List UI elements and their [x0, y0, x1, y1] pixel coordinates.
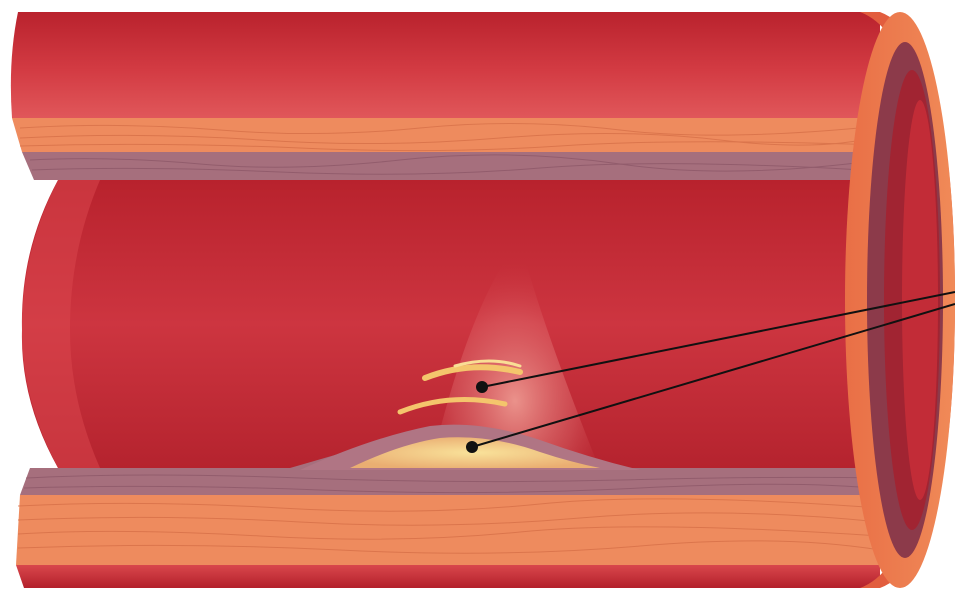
atherosclerotic-plaque — [300, 240, 640, 470]
pointer-dot-lower — [466, 441, 478, 453]
bottom-vessel-wall — [16, 428, 881, 588]
pointer-line-lower — [471, 303, 955, 448]
pointer-line-upper — [481, 291, 955, 388]
pointer-dot-upper — [476, 381, 488, 393]
lumen — [21, 180, 900, 468]
plaque-lipid-streaks — [397, 359, 523, 415]
vessel-cross-section-ring — [845, 12, 955, 588]
label-pointer-lines — [466, 291, 955, 453]
top-vessel-wall — [10, 12, 881, 180]
